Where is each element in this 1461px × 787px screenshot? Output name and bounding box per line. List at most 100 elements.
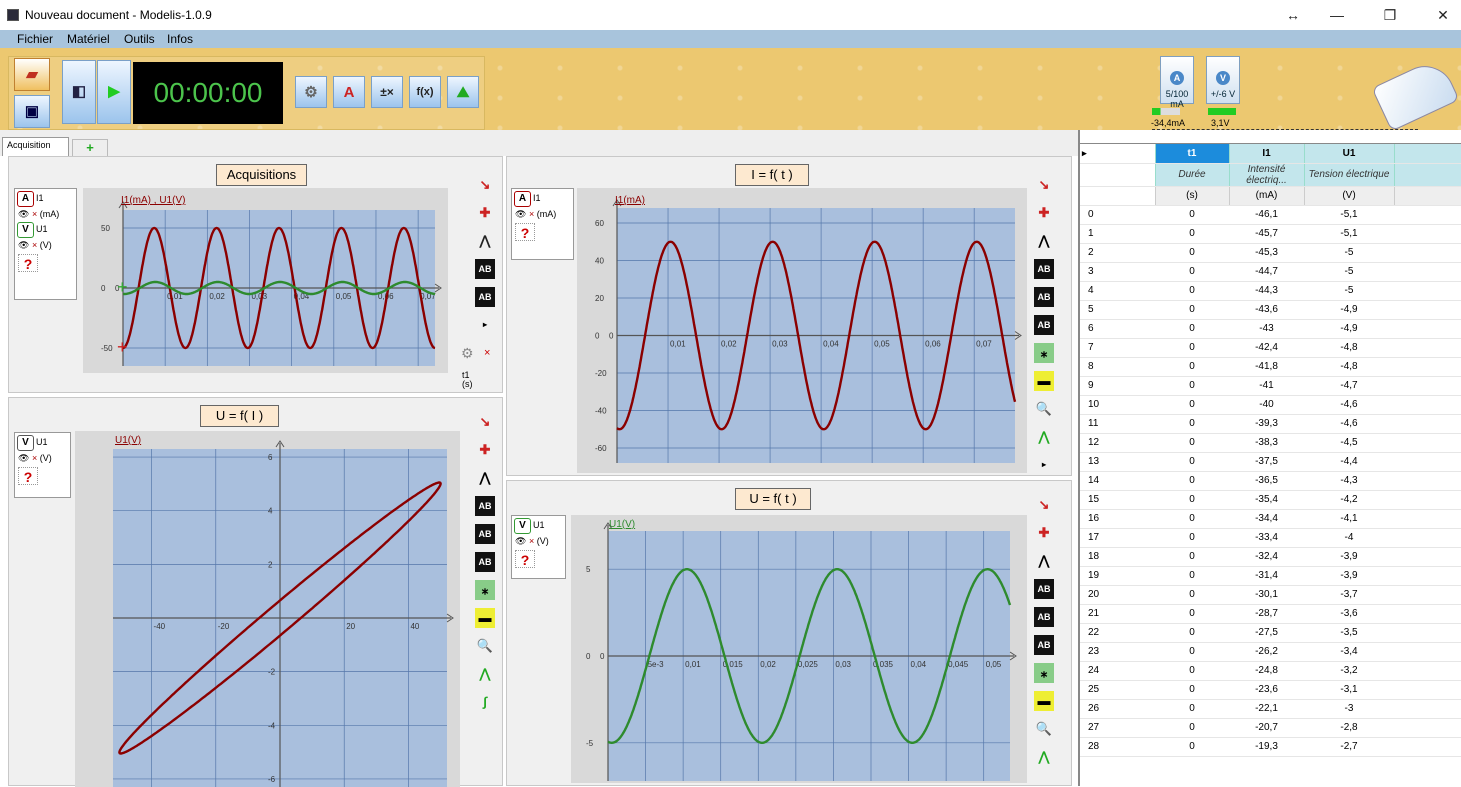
table-row[interactable]: 18 0 -32,4 -3,9	[1080, 547, 1461, 567]
table-row[interactable]: 15 0 -35,4 -4,2	[1080, 490, 1461, 510]
table-cell-empty[interactable]	[1394, 566, 1461, 586]
table-cell-empty[interactable]	[1394, 281, 1461, 301]
table-cell[interactable]: 0	[1155, 642, 1229, 662]
table-cell[interactable]: -39,3	[1229, 414, 1304, 434]
tab-acquisition[interactable]: Acquisition	[2, 137, 69, 156]
table-cell[interactable]: -4,1	[1304, 509, 1394, 529]
row-index[interactable]: 12	[1080, 433, 1155, 453]
row-index[interactable]: 10	[1080, 395, 1155, 415]
row-index[interactable]: 13	[1080, 452, 1155, 472]
table-row[interactable]: 27 0 -20,7 -2,8	[1080, 718, 1461, 738]
mode-icon[interactable]: ◧	[62, 60, 96, 124]
table-row[interactable]: 5 0 -43,6 -4,9	[1080, 300, 1461, 320]
ab-measure-icon[interactable]: AB	[1034, 607, 1054, 627]
table-cell[interactable]: 0	[1155, 528, 1229, 548]
table-cell-empty[interactable]	[1394, 547, 1461, 567]
table-cell-empty[interactable]	[1394, 528, 1461, 548]
table-cell[interactable]: 0	[1155, 414, 1229, 434]
remove-icon[interactable]: ×	[31, 240, 38, 250]
table-cell[interactable]: 0	[1155, 604, 1229, 624]
table-cell[interactable]: 0	[1155, 737, 1229, 757]
row-index[interactable]: 8	[1080, 357, 1155, 377]
help-icon[interactable]: ?	[515, 550, 535, 568]
table-cell[interactable]: 0	[1155, 338, 1229, 358]
table-cell-empty[interactable]	[1394, 357, 1461, 377]
legend-item-u1[interactable]: V U1	[15, 220, 76, 240]
minimize-button[interactable]: —	[1330, 7, 1344, 23]
eye-icon[interactable]: 👁	[515, 209, 527, 219]
row-index[interactable]: 22	[1080, 623, 1155, 643]
ab-icon[interactable]: AB	[475, 496, 495, 516]
table-cell[interactable]: 0	[1155, 699, 1229, 719]
table-cell-empty[interactable]	[1394, 452, 1461, 472]
help-icon[interactable]: ?	[18, 254, 38, 272]
table-cell[interactable]: -4,5	[1304, 433, 1394, 453]
table-cell[interactable]: -46,1	[1229, 205, 1304, 225]
table-cell[interactable]: -3,9	[1304, 547, 1394, 567]
table-cell-empty[interactable]	[1394, 471, 1461, 491]
crosshair-icon[interactable]: ✚	[1038, 205, 1050, 220]
table-cell[interactable]: -27,5	[1229, 623, 1304, 643]
row-index[interactable]: 15	[1080, 490, 1155, 510]
row-index[interactable]: 24	[1080, 661, 1155, 681]
tangent-icon[interactable]: ⋀	[1038, 233, 1050, 248]
eye-icon[interactable]: 👁	[18, 209, 30, 219]
table-row[interactable]: 16 0 -34,4 -4,1	[1080, 509, 1461, 529]
help-icon[interactable]: ?	[515, 223, 535, 241]
ab-measure-icon[interactable]: AB	[1034, 287, 1054, 307]
ruler-icon[interactable]: ▬	[1034, 371, 1054, 391]
table-cell[interactable]: -45,3	[1229, 243, 1304, 263]
menu-infos[interactable]: Infos	[167, 32, 194, 46]
table-row[interactable]: 28 0 -19,3 -2,7	[1080, 737, 1461, 757]
row-index[interactable]: 25	[1080, 680, 1155, 700]
column-header-u1[interactable]: U1	[1304, 144, 1395, 164]
table-cell-empty[interactable]	[1394, 509, 1461, 529]
table-cell[interactable]: -3,7	[1304, 585, 1394, 605]
table-cell-empty[interactable]	[1394, 490, 1461, 510]
function-icon[interactable]: f(x)	[409, 76, 441, 108]
table-row[interactable]: 7 0 -42,4 -4,8	[1080, 338, 1461, 358]
row-index[interactable]: 28	[1080, 737, 1155, 757]
points-icon[interactable]: ⁎	[475, 580, 495, 600]
expand-icon[interactable]: ▸	[1041, 460, 1046, 469]
table-cell[interactable]: -26,2	[1229, 642, 1304, 662]
table-cell[interactable]: -2,7	[1304, 737, 1394, 757]
ammeter-probe[interactable]: A 5/100 mA	[1160, 56, 1194, 109]
table-cell[interactable]: 0	[1155, 224, 1229, 244]
eye-icon[interactable]: 👁	[18, 240, 30, 250]
ruler-icon[interactable]: ▬	[1034, 691, 1054, 711]
model-icon[interactable]: ⋀	[479, 666, 491, 681]
table-cell-empty[interactable]	[1394, 376, 1461, 396]
table-cell-empty[interactable]	[1394, 661, 1461, 681]
table-cell[interactable]: -5	[1304, 281, 1394, 301]
save-icon[interactable]: ▣	[14, 95, 50, 128]
table-row[interactable]: 11 0 -39,3 -4,6	[1080, 414, 1461, 434]
table-cell[interactable]: -41,8	[1229, 357, 1304, 377]
legend-item-u1[interactable]: V U1	[15, 433, 70, 453]
crosshair-icon[interactable]: ✚	[1038, 525, 1050, 540]
column-header-t1[interactable]: t1	[1155, 144, 1230, 164]
table-cell[interactable]: -34,4	[1229, 509, 1304, 529]
ab-delta-icon[interactable]: AB	[475, 552, 495, 572]
maximize-button[interactable]: ❐	[1383, 7, 1397, 23]
table-row[interactable]: 1 0 -45,7 -5,1	[1080, 224, 1461, 244]
table-cell[interactable]: -5,1	[1304, 224, 1394, 244]
table-cell[interactable]: -3	[1304, 699, 1394, 719]
cursor-icon[interactable]: ↘	[1038, 497, 1050, 512]
cursor-icon[interactable]: ↘	[479, 414, 491, 429]
table-row[interactable]: 4 0 -44,3 -5	[1080, 281, 1461, 301]
legend-item-u1[interactable]: V U1	[512, 516, 565, 536]
ab-measure-icon[interactable]: AB	[475, 287, 495, 307]
table-cell[interactable]: -32,4	[1229, 547, 1304, 567]
table-cell[interactable]: -3,9	[1304, 566, 1394, 586]
menu-fichier[interactable]: Fichier	[17, 32, 54, 46]
table-cell[interactable]: -28,7	[1229, 604, 1304, 624]
table-cell[interactable]: -44,3	[1229, 281, 1304, 301]
table-row[interactable]: 19 0 -31,4 -3,9	[1080, 566, 1461, 586]
row-index[interactable]: 21	[1080, 604, 1155, 624]
table-cell[interactable]: -30,1	[1229, 585, 1304, 605]
column-header-empty[interactable]	[1394, 144, 1461, 164]
table-cell[interactable]: 0	[1155, 357, 1229, 377]
table-cell[interactable]: 0	[1155, 623, 1229, 643]
table-cell[interactable]: -44,7	[1229, 262, 1304, 282]
